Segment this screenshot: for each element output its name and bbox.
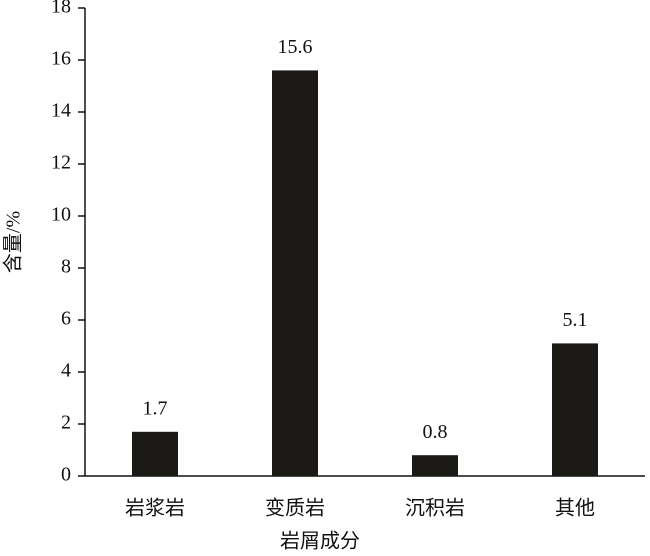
data-label: 0.8 (423, 421, 448, 443)
y-tick-label: 16 (51, 48, 71, 70)
x-tick-label: 沉积岩 (405, 497, 465, 520)
y-tick-label: 12 (51, 152, 71, 174)
y-tick-label: 8 (61, 256, 71, 278)
bar (132, 431, 178, 476)
y-axis-title: 含量/% (2, 211, 25, 273)
y-tick-label: 10 (51, 204, 71, 226)
data-label: 1.7 (143, 397, 168, 419)
data-label: 15.6 (278, 36, 313, 58)
data-label: 5.1 (563, 309, 588, 331)
y-tick-label: 6 (61, 308, 71, 330)
x-tick-label: 其他 (555, 497, 595, 520)
x-tick-label: 岩浆岩 (125, 497, 185, 520)
bar (412, 455, 458, 476)
bar (272, 70, 318, 477)
bar (552, 343, 598, 476)
y-tick-label: 18 (51, 0, 71, 18)
y-tick-label: 14 (51, 100, 71, 122)
x-tick-label: 变质岩 (265, 497, 325, 520)
y-tick-label: 2 (61, 412, 71, 434)
y-tick-label: 0 (61, 464, 71, 486)
y-tick-label: 4 (61, 360, 71, 382)
x-axis-title: 岩屑成分 (280, 530, 360, 553)
